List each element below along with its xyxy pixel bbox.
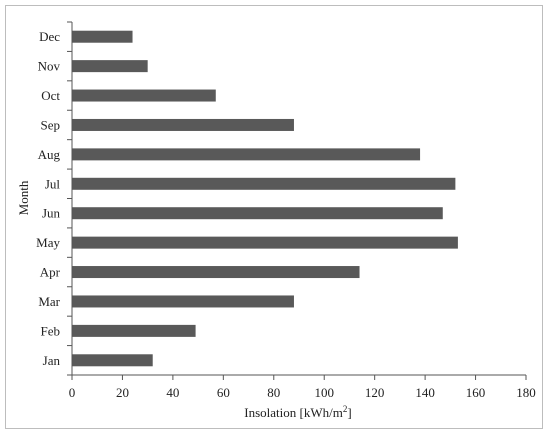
x-tick-label-160: 160 — [466, 385, 486, 400]
bar-aug — [72, 148, 421, 161]
y-tick-label-may: May — [36, 235, 60, 250]
x-tick-label-40: 40 — [166, 385, 179, 400]
bar-oct — [72, 89, 216, 102]
x-tick-label-180: 180 — [516, 385, 536, 400]
y-tick-label-feb: Feb — [41, 323, 61, 338]
x-tick-label-60: 60 — [217, 385, 230, 400]
y-tick-label-apr: Apr — [40, 265, 61, 280]
x-axis-label-main: Insolation [kWh/m — [244, 405, 343, 420]
x-tick-label-120: 120 — [365, 385, 385, 400]
y-tick-label-jan: Jan — [43, 353, 61, 368]
y-tick-label-jul: Jul — [45, 176, 61, 191]
x-tick-label-140: 140 — [415, 385, 435, 400]
x-tick-label-20: 20 — [116, 385, 129, 400]
bar-apr — [72, 266, 360, 279]
bar-feb — [72, 324, 196, 337]
bar-may — [72, 236, 458, 249]
bar-mar — [72, 295, 294, 308]
x-axis-label: Insolation [kWh/m2] — [244, 404, 351, 420]
y-tick-label-dec: Dec — [39, 29, 60, 44]
x-tick-label-80: 80 — [267, 385, 280, 400]
y-tick-label-nov: Nov — [38, 59, 61, 74]
bar-jun — [72, 207, 443, 220]
bar-dec — [72, 30, 133, 43]
y-tick-label-mar: Mar — [38, 294, 60, 309]
x-tick-label-0: 0 — [69, 385, 76, 400]
bar-jan — [72, 354, 153, 367]
y-tick-label-oct: Oct — [41, 88, 60, 103]
x-axis-label-end: ] — [347, 405, 351, 420]
bar-nov — [72, 60, 148, 73]
y-tick-label-jun: Jun — [42, 206, 61, 221]
y-axis-label: Month — [16, 180, 31, 215]
x-axis-label-superscript: 2 — [343, 404, 348, 414]
x-tick-label-100: 100 — [314, 385, 334, 400]
bar-sep — [72, 118, 294, 131]
y-tick-label-aug: Aug — [38, 147, 61, 162]
bar-jul — [72, 177, 456, 190]
y-tick-label-sep: Sep — [41, 117, 61, 132]
